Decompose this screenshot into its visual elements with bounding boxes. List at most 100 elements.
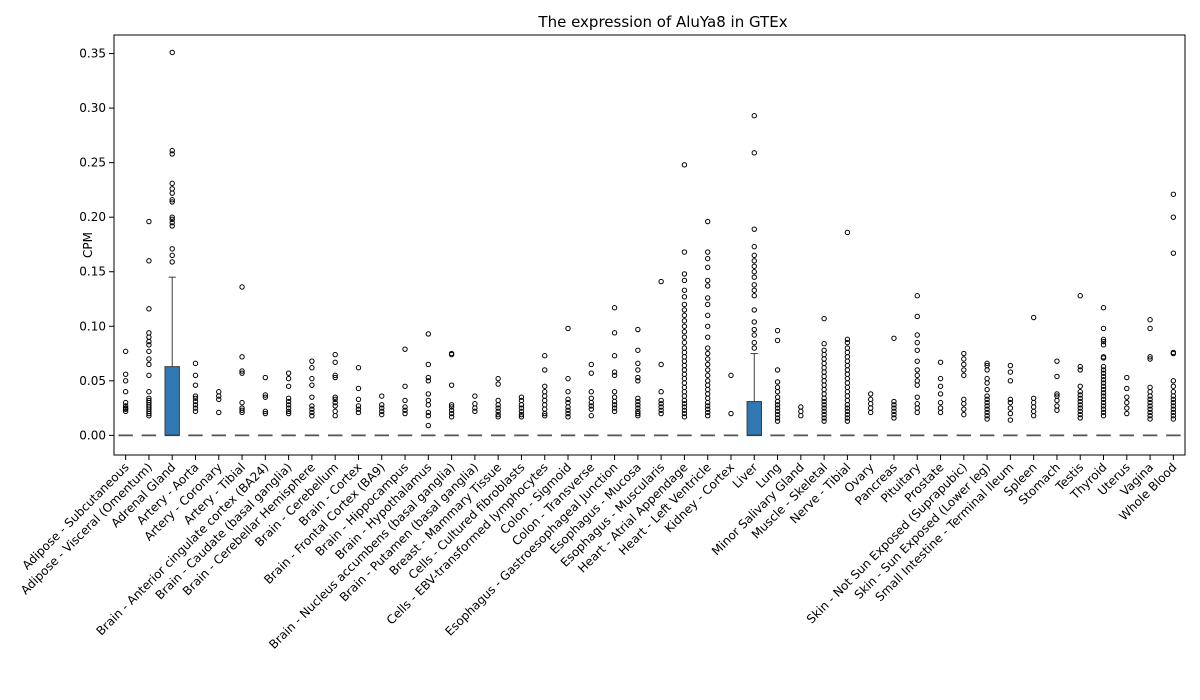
outlier-point bbox=[122, 348, 129, 355]
outlier-point bbox=[285, 398, 292, 405]
outlier-point bbox=[821, 341, 827, 347]
outlier-point bbox=[774, 337, 781, 344]
outlier-point bbox=[681, 414, 688, 420]
outlier-point bbox=[681, 389, 688, 395]
outlier-point bbox=[984, 406, 990, 412]
outlier-point bbox=[239, 399, 245, 406]
outlier-point bbox=[1147, 325, 1153, 332]
outlier-point bbox=[658, 401, 664, 407]
outlier-point bbox=[937, 399, 944, 406]
y-tick-label: 0.30 bbox=[79, 101, 106, 115]
outlier-point bbox=[565, 396, 571, 403]
outlier-point bbox=[611, 305, 618, 311]
box-group bbox=[211, 389, 226, 437]
outlier-point bbox=[542, 383, 548, 389]
outlier-point bbox=[844, 408, 851, 415]
outlier-point bbox=[1170, 214, 1177, 220]
outlier-point bbox=[1100, 305, 1107, 311]
outlier-point bbox=[891, 405, 897, 411]
outlier-point bbox=[774, 379, 781, 385]
outlier-point bbox=[751, 269, 757, 275]
outlier-point bbox=[984, 375, 990, 382]
outlier-point bbox=[192, 395, 199, 401]
outlier-point bbox=[332, 399, 338, 406]
outlier-point bbox=[146, 348, 152, 355]
outlier-point bbox=[844, 397, 851, 404]
outlier-point bbox=[681, 301, 688, 308]
outlier-point bbox=[705, 295, 711, 301]
y-tick-label: 0.35 bbox=[79, 47, 106, 61]
outlier-point bbox=[751, 319, 757, 325]
outlier-point bbox=[914, 378, 920, 384]
outlier-point bbox=[355, 409, 362, 416]
outlier-point bbox=[122, 403, 129, 409]
outlier-point bbox=[821, 418, 827, 424]
outlier-point bbox=[705, 367, 711, 373]
outlier-point bbox=[984, 393, 990, 399]
outlier-point bbox=[332, 396, 338, 403]
outlier-point bbox=[1030, 413, 1037, 419]
outlier-point bbox=[891, 415, 897, 421]
outlier-point bbox=[728, 372, 734, 379]
outlier-point bbox=[821, 405, 827, 411]
outlier-point bbox=[472, 393, 478, 399]
outlier-point bbox=[1170, 349, 1177, 356]
outlier-point bbox=[1100, 325, 1107, 332]
outlier-point bbox=[705, 413, 711, 419]
outlier-point bbox=[1100, 406, 1107, 412]
outlier-point bbox=[635, 378, 641, 384]
outlier-point bbox=[425, 378, 432, 384]
outlier-point bbox=[448, 402, 455, 408]
outlier-point bbox=[937, 405, 944, 411]
outlier-point bbox=[1077, 363, 1083, 370]
outlier-point bbox=[192, 360, 199, 367]
outlier-point bbox=[495, 408, 501, 415]
outlier-point bbox=[705, 386, 711, 393]
box-group bbox=[840, 229, 855, 437]
box-group bbox=[816, 315, 832, 437]
y-axis: 0.00 0.05 0.10 0.15 0.20 0.25 0.30 0.35 bbox=[79, 47, 114, 442]
outlier-point bbox=[961, 396, 967, 403]
box-group bbox=[164, 49, 180, 437]
outlier-point bbox=[518, 408, 525, 415]
box-group bbox=[770, 327, 785, 437]
outlier-point bbox=[798, 404, 804, 410]
outlier-point bbox=[285, 370, 292, 376]
box-group bbox=[1119, 374, 1135, 437]
outlier-point bbox=[146, 218, 152, 225]
outlier-point bbox=[984, 403, 990, 409]
outlier-point bbox=[565, 399, 571, 406]
outlier-point bbox=[425, 331, 432, 337]
box-group bbox=[607, 305, 622, 437]
outlier-point bbox=[518, 411, 525, 418]
outlier-point bbox=[821, 415, 827, 421]
outlier-point bbox=[542, 353, 548, 359]
outlier-point bbox=[448, 410, 455, 417]
outlier-point bbox=[1077, 392, 1083, 398]
outlier-point bbox=[635, 395, 641, 401]
outlier-point bbox=[1147, 384, 1153, 391]
outlier-point bbox=[402, 397, 408, 404]
outlier-point bbox=[402, 383, 408, 389]
outlier-point bbox=[1100, 354, 1107, 360]
outlier-point bbox=[751, 150, 757, 156]
box-group bbox=[584, 361, 599, 437]
outlier-point bbox=[1077, 367, 1083, 373]
outlier-point bbox=[774, 408, 781, 415]
outlier-point bbox=[262, 410, 269, 417]
outlier-point bbox=[169, 223, 175, 229]
outlier-point bbox=[448, 382, 455, 388]
outlier-point bbox=[146, 258, 152, 264]
box-group bbox=[560, 325, 576, 437]
outlier-point bbox=[821, 360, 827, 367]
outlier-point bbox=[914, 293, 920, 299]
outlier-point bbox=[961, 411, 967, 418]
outlier-point bbox=[1100, 373, 1107, 380]
outlier-point bbox=[309, 394, 315, 400]
outlier-point bbox=[1170, 413, 1177, 419]
outlier-point bbox=[379, 408, 385, 415]
outlier-point bbox=[542, 389, 548, 395]
outlier-point bbox=[402, 346, 408, 352]
outlier-point bbox=[681, 249, 688, 255]
